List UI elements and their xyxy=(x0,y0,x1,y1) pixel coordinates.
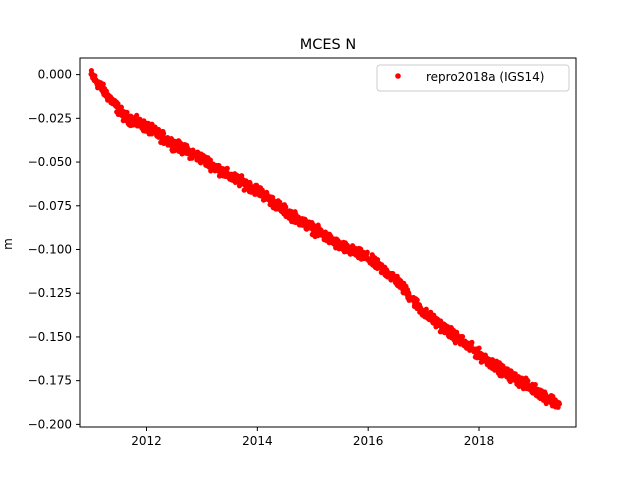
legend: repro2018a (IGS14) xyxy=(376,64,570,92)
plot-area-frame xyxy=(79,57,577,428)
data-point xyxy=(207,157,214,163)
data-point xyxy=(469,339,475,345)
y-tick-label: 0.000 xyxy=(38,68,72,82)
y-axis-label: m xyxy=(1,238,15,250)
data-point xyxy=(115,101,121,107)
data-point xyxy=(283,204,289,210)
data-point xyxy=(160,130,167,137)
y-tick-label: −0.075 xyxy=(28,199,72,213)
legend-box xyxy=(376,64,570,92)
data-point xyxy=(134,112,140,118)
y-tick-label: −0.125 xyxy=(28,286,72,300)
y-tick-label: −0.025 xyxy=(28,111,72,125)
data-point xyxy=(476,345,482,351)
y-tick-label: −0.200 xyxy=(28,417,72,431)
chart-title: MCES N xyxy=(300,37,356,53)
y-axis: 0.000 −0.025 −0.050 −0.075 −0.100 −0.125 −0.15… xyxy=(28,68,80,431)
y-tick-label: −0.100 xyxy=(28,242,72,256)
legend-marker xyxy=(395,73,401,79)
x-axis: 2012 2014 2016 2018 xyxy=(131,427,494,448)
x-tick-label: 2014 xyxy=(242,434,273,448)
data-point xyxy=(364,249,370,255)
data-point xyxy=(414,297,420,303)
x-tick-label: 2016 xyxy=(353,434,384,448)
data-point xyxy=(423,306,429,312)
y-tick-label: −0.175 xyxy=(28,374,72,388)
data-point xyxy=(100,81,106,87)
data-point xyxy=(224,165,230,171)
data-point xyxy=(259,187,265,193)
y-tick-label: −0.050 xyxy=(28,155,72,169)
data-point xyxy=(525,378,531,384)
x-tick-label: 2018 xyxy=(464,434,495,448)
legend-label: repro2018a (IGS14) xyxy=(426,70,544,84)
data-point xyxy=(459,333,466,340)
data-points xyxy=(88,67,562,410)
data-point xyxy=(532,381,538,388)
y-tick-label: −0.150 xyxy=(28,330,72,344)
x-tick-label: 2012 xyxy=(131,434,162,448)
data-point xyxy=(556,401,562,407)
